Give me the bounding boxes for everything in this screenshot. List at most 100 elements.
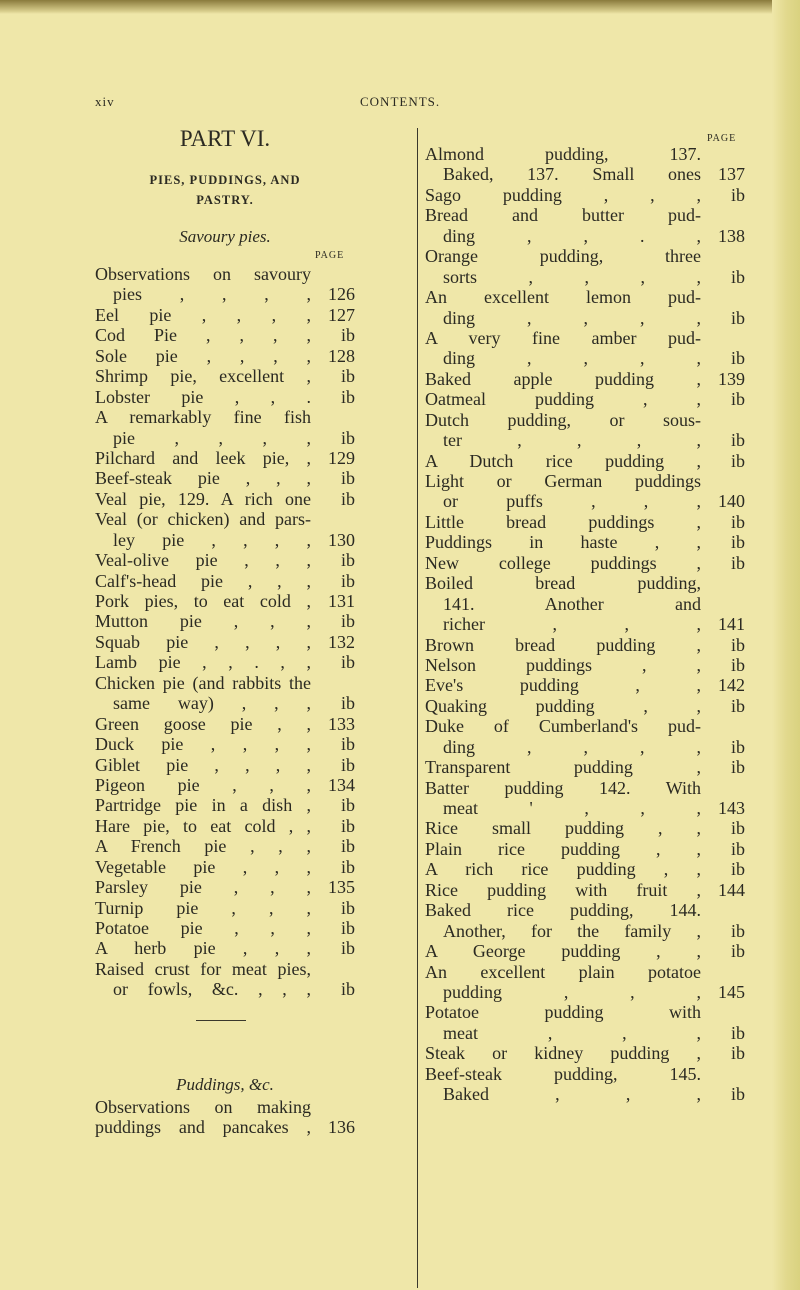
contents-entry: Turnip pie , , , ib (95, 898, 355, 918)
entry-title: An excellent plain potatoe (425, 961, 701, 982)
entry-title: Duck pie , , , , (95, 734, 311, 755)
contents-entry: meat ' , , , 143 (425, 798, 745, 818)
entry-title: A very fine amber pud- (425, 327, 701, 348)
contents-entry: A remarkably fine fish (95, 407, 355, 427)
contents-entry: Light or German puddings (425, 471, 745, 491)
entry-page (701, 144, 745, 164)
page-column-label: PAGE (315, 250, 345, 261)
contents-entry: Beef-steak pie , , , ib (95, 468, 355, 488)
contents-entry: Quaking pudding , , ib (425, 696, 745, 716)
entry-title: Light or German puddings (425, 471, 701, 491)
contents-entry: Oatmeal pudding , , ib (425, 389, 745, 409)
entry-page: ib (340, 325, 355, 346)
right-contents-list: Almond pudding, 137. Baked, 137. Small on… (425, 144, 745, 1105)
entry-title: Squab pie , , , , (95, 631, 311, 652)
entry-title: Lamb pie , , . , , (95, 652, 311, 673)
entry-title: Chicken pie (and rabbits the (95, 672, 311, 693)
entry-title: Duke of Cumberland's pud- (425, 716, 701, 737)
entry-title: Sago pudding , , , (425, 184, 701, 205)
contents-entry: A George pudding , , ib (425, 941, 745, 961)
entry-title: Another, for the family , (443, 920, 701, 941)
entry-title: ding , , , , (443, 348, 701, 369)
entry-title: Veal-olive pie , , , (95, 550, 311, 571)
entry-title: Turnip pie , , , (95, 897, 311, 918)
entry-title: Partridge pie in a dish , (95, 795, 311, 816)
entry-title: Baked, 137. Small ones (443, 164, 701, 185)
contents-entry: Chicken pie (and rabbits the (95, 673, 355, 693)
entry-page: 140 (718, 491, 745, 512)
contents-entry: Lobster pie , , . ib (95, 387, 355, 407)
entry-page (701, 246, 745, 266)
entry-page: ib (730, 450, 745, 471)
entry-title: Pigeon pie , , , (95, 774, 311, 795)
left-contents-list-2: Observations on making puddings and panca… (95, 1097, 355, 1138)
entry-title: or puffs , , , (443, 491, 701, 512)
entry-page: 127 (328, 304, 355, 325)
left-contents-list: Observations on savoury pies , , , , 126 Ee… (95, 264, 355, 1000)
entry-page: ib (730, 859, 745, 880)
entry-title: An excellent lemon pud- (425, 287, 701, 308)
entry-page: ib (730, 348, 745, 369)
entry-page: ib (730, 552, 745, 573)
entry-page: 141 (718, 614, 745, 635)
contents-entry: ley pie , , , , 130 (95, 530, 355, 550)
contents-entry: Cod Pie , , , , ib (95, 325, 355, 345)
contents-entry: A herb pie , , , ib (95, 938, 355, 958)
contents-entry: pies , , , , 126 (95, 284, 355, 304)
contents-entry: ding , , , , ib (425, 308, 745, 328)
entry-title: Calf's-head pie , , , (95, 570, 311, 591)
entry-page (701, 573, 745, 593)
contents-entry: Almond pudding, 137. (425, 144, 745, 164)
contents-entry: Rice pudding with fruit , 144 (425, 880, 745, 900)
entry-page: ib (730, 430, 745, 451)
contents-entry: Duke of Cumberland's pud- (425, 716, 745, 736)
entry-title: A Dutch rice pudding , (425, 450, 701, 471)
entry-title: Puddings in haste , , (425, 532, 701, 553)
entry-title: 141. Another and (443, 593, 701, 614)
contents-entry: Raised crust for meat pies, (95, 959, 355, 979)
contents-entry: Green goose pie , , 133 (95, 714, 355, 734)
entry-title: richer , , , (443, 614, 701, 635)
entry-page: ib (340, 856, 355, 877)
entry-title: puddings and pancakes , (95, 1117, 311, 1138)
entry-page: ib (340, 897, 355, 918)
entry-title: A rich rice pudding , , (425, 859, 701, 880)
entry-page: ib (340, 938, 355, 959)
contents-entry: same way) , , , ib (95, 693, 355, 713)
entry-page (311, 1097, 355, 1117)
entry-page: ib (730, 634, 745, 655)
subsection-heading: Savoury pies. (179, 227, 271, 246)
entry-title: meat ' , , , (443, 798, 701, 818)
entry-title: ding , , . , (443, 225, 701, 246)
entry-title: ding , , , , (443, 307, 701, 328)
contents-entry: Lamb pie , , . , , ib (95, 652, 355, 672)
entry-page: ib (730, 1022, 745, 1043)
entry-page: 130 (328, 529, 355, 550)
entry-page: ib (730, 838, 745, 859)
entry-title: pudding , , , (443, 981, 701, 1002)
contents-entry: Vegetable pie , , , ib (95, 857, 355, 877)
entry-title: Eve's pudding , , (425, 675, 701, 696)
entry-page: ib (340, 734, 355, 755)
entry-title: A herb pie , , , (95, 938, 311, 959)
contents-entry: Another, for the family , ib (425, 921, 745, 941)
contents-entry: Little bread puddings , ib (425, 512, 745, 532)
contents-entry: Pigeon pie , , , 134 (95, 775, 355, 795)
contents-entry: Mutton pie , , , ib (95, 611, 355, 631)
contents-entry: Squab pie , , , , 132 (95, 632, 355, 652)
entry-page (311, 673, 355, 693)
entry-page: ib (730, 695, 745, 716)
entry-title: Sole pie , , , , (95, 345, 311, 366)
entry-page (701, 205, 745, 225)
entry-title: Baked apple pudding , (425, 368, 701, 389)
entry-page: ib (730, 389, 745, 410)
contents-entry: Boiled bread pudding, (425, 573, 745, 593)
entry-page: ib (340, 570, 355, 591)
section-heading-line2: PASTRY. (196, 193, 254, 207)
contents-entry: Orange pudding, three (425, 246, 745, 266)
contents-entry: Batter pudding 142. With (425, 778, 745, 798)
entry-page: ib (730, 757, 745, 778)
contents-entry: Sole pie , , , , 128 (95, 346, 355, 366)
entry-page: ib (340, 427, 355, 448)
entry-title: Oatmeal pudding , , (425, 389, 701, 410)
